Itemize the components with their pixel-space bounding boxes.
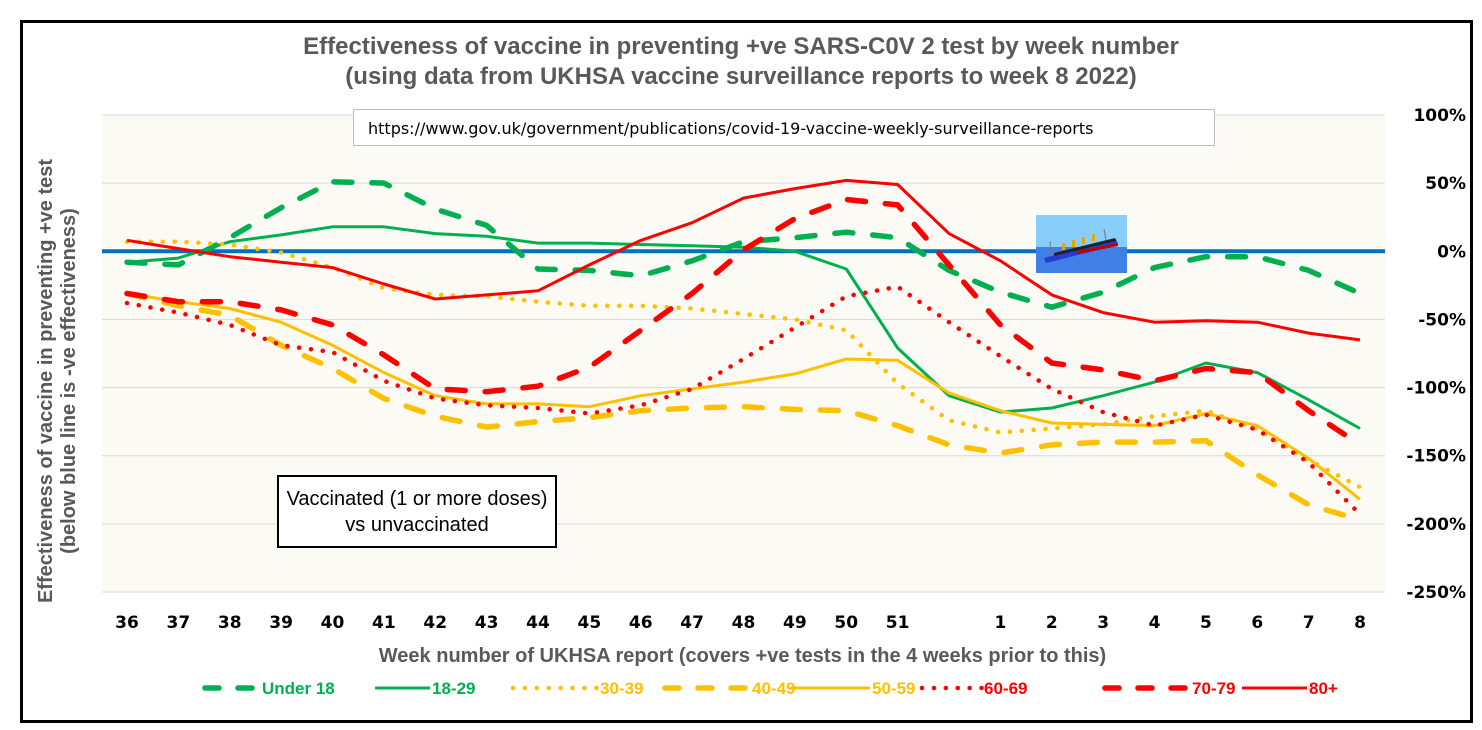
y-tick-label: -150%	[1406, 447, 1466, 467]
legend-item-80-: 80+	[1242, 679, 1338, 698]
x-tick-label: 51	[886, 613, 910, 633]
series-line-50-59	[126, 292, 1361, 501]
series-line-80-	[126, 178, 1361, 342]
y-tick-label: -200%	[1406, 515, 1466, 535]
chart-title: Effectiveness of vaccine in preventing +…	[0, 32, 1482, 92]
x-tick-label: 4	[1149, 613, 1161, 633]
series-70-79	[124, 196, 1363, 448]
y-tick-label: 100%	[1413, 106, 1466, 126]
y-axis-label-line-2: (below blue line is -ve effectiveness)	[58, 208, 80, 554]
annotation-note-box: Vaccinated (1 or more doses) vs unvaccin…	[277, 475, 557, 548]
x-tick-label: 2	[1046, 613, 1058, 633]
legend-item-60-69: 60-69	[919, 679, 1027, 698]
legend-item-18-29: 18-29	[375, 679, 475, 698]
source-url-box: https://www.gov.uk/government/publicatio…	[353, 109, 1215, 146]
title-line-2: (using data from UKHSA vaccine surveilla…	[345, 63, 1137, 90]
x-tick-label: 1	[994, 613, 1006, 633]
x-tick-label: 38	[218, 613, 242, 633]
legend-label: 80+	[1309, 679, 1338, 698]
sinking-ship-icon	[1036, 215, 1127, 273]
legend-label: 70-79	[1192, 679, 1235, 698]
legend-label: Under 18	[262, 679, 335, 698]
legend-label: 40-49	[752, 679, 795, 698]
x-tick-label: 48	[732, 613, 756, 633]
y-tick-label: -250%	[1406, 583, 1466, 603]
x-tick-label: 7	[1303, 613, 1315, 633]
x-tick-label: 39	[269, 613, 293, 633]
title-line-1: Effectiveness of vaccine in preventing +…	[303, 33, 1179, 60]
x-tick-label: 47	[680, 613, 704, 633]
y-axis-label-line-1: Effectiveness of vaccine in preventing +…	[35, 158, 57, 604]
x-tick-label: 6	[1251, 613, 1263, 633]
series-40-49	[124, 290, 1363, 523]
legend-item-30-39: 30-39	[510, 679, 643, 698]
y-tick-label: 50%	[1425, 174, 1466, 194]
x-tick-label: 42	[423, 613, 447, 633]
x-tick-label: 43	[475, 613, 499, 633]
legend-label: 30-39	[600, 679, 643, 698]
x-axis-ticks: 36 37 38 39 40 41 42 43 44 45 46 47 48 49 50 51 1 2 3 4 5 6 7 8	[115, 613, 1366, 633]
series-line-60-69	[124, 284, 1363, 517]
series-50-59	[126, 292, 1361, 501]
legend-label: 60-69	[984, 679, 1027, 698]
y-tick-label: -50%	[1418, 310, 1466, 330]
legend-label: 18-29	[432, 679, 475, 698]
legend: Under 18 18-29 30-39 40-49 50-59 60-69 70-79 80…	[202, 679, 1338, 698]
y-axis-ticks: 100% 50% 0% -50% -100% -150% -200% -250%	[1406, 106, 1466, 603]
series-line-70-79	[124, 196, 1363, 448]
legend-item-50-59: 50-59	[790, 679, 915, 698]
x-tick-label: 41	[372, 613, 396, 633]
series-line-40-49	[124, 290, 1363, 523]
series-60-69	[124, 284, 1363, 517]
x-tick-label: 46	[629, 613, 653, 633]
x-tick-label: 36	[115, 613, 139, 633]
series-line-under-18	[124, 179, 1363, 310]
legend-label: 50-59	[872, 679, 915, 698]
y-tick-label: 0%	[1437, 242, 1466, 262]
y-axis-label: Effectiveness of vaccine in preventing +…	[35, 121, 81, 641]
x-tick-label: 3	[1097, 613, 1109, 633]
legend-item-70-79: 70-79	[1102, 679, 1235, 698]
legend-item-40-49: 40-49	[662, 679, 795, 698]
x-axis-label: Week number of UKHSA report (covers +ve …	[378, 645, 1107, 667]
x-tick-label: 37	[167, 613, 191, 633]
x-tick-label: 44	[526, 613, 550, 633]
x-tick-label: 8	[1354, 613, 1366, 633]
x-tick-label: 49	[783, 613, 807, 633]
series-under-18	[124, 179, 1363, 310]
x-tick-label: 45	[578, 613, 602, 633]
x-tick-label: 50	[834, 613, 858, 633]
x-tick-label: 40	[321, 613, 345, 633]
legend-item-under-18: Under 18	[202, 679, 335, 698]
x-tick-label: 5	[1200, 613, 1212, 633]
series-layer	[124, 178, 1363, 523]
series-80-	[126, 178, 1361, 342]
y-tick-label: -100%	[1406, 379, 1466, 399]
